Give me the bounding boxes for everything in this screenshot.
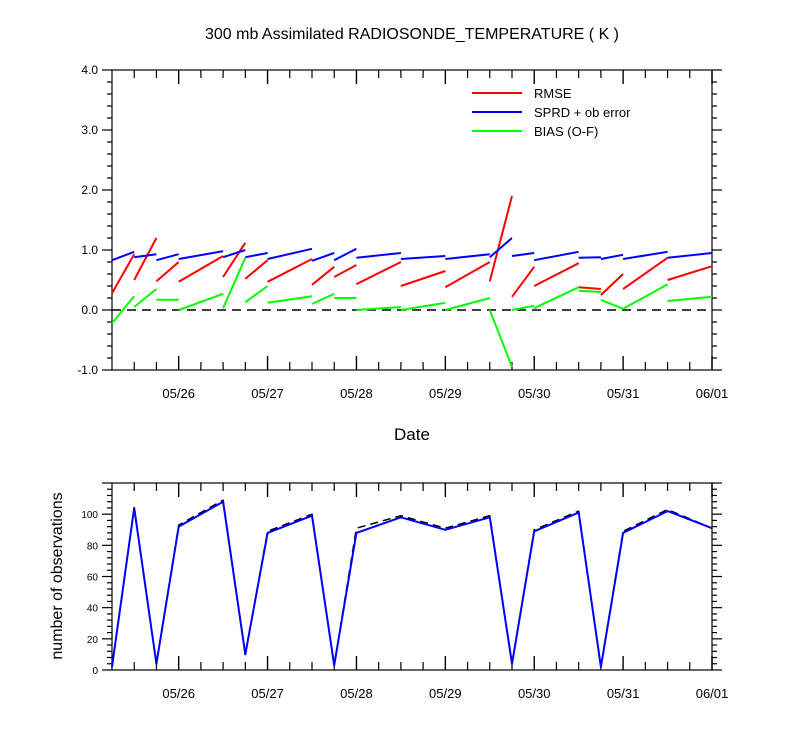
x-tick-label: 05/30 — [518, 686, 551, 701]
bottom-series-group — [111, 499, 713, 668]
series-line-assimilated — [111, 500, 713, 668]
x-tick-label: 05/30 — [518, 386, 551, 401]
y-tick-label: 100 — [81, 510, 98, 521]
series-line-possible — [111, 499, 713, 668]
x-tick-label: 05/31 — [607, 386, 640, 401]
series-line-bias-o-f — [111, 257, 713, 368]
x-axis-label: Date — [394, 425, 430, 444]
y-tick-label: 20 — [87, 635, 99, 646]
x-tick-label: 05/29 — [429, 386, 462, 401]
top-y-axis: -1.0 0.0 1.0 2.0 3.0 4.0 — [77, 63, 722, 377]
y-axis-label-observations: number of observations — [49, 492, 66, 659]
y-tick-label: 40 — [87, 604, 99, 615]
legend-label: RMSE — [534, 86, 572, 101]
legend: RMSE SPRD + ob error BIAS (O-F) — [472, 86, 631, 139]
x-tick-label: 05/31 — [607, 686, 640, 701]
y-tick-label: -1.0 — [77, 363, 98, 377]
x-tick-label: 05/26 — [162, 686, 195, 701]
series-line-sprd-ob-error — [111, 237, 713, 262]
x-tick-label: 06/01 — [696, 686, 729, 701]
legend-label: BIAS (O-F) — [534, 124, 598, 139]
top-minor-ticks — [133, 70, 691, 370]
x-tick-label: 05/27 — [251, 686, 284, 701]
x-tick-label: 05/26 — [162, 386, 195, 401]
y-tick-label: 60 — [87, 573, 99, 584]
y-tick-label: 0 — [92, 666, 98, 677]
legend-label: SPRD + ob error — [534, 105, 631, 120]
top-panel: -1.0 0.0 1.0 2.0 3.0 4.0 05/26 05/27 05/28 05/29… — [77, 63, 728, 401]
y-tick-label: 4.0 — [81, 63, 98, 77]
x-tick-label: 05/28 — [340, 386, 373, 401]
bottom-x-axis: 05/26 05/27 05/28 05/29 05/30 05/31 06/01 — [162, 483, 728, 701]
y-tick-label: 0.0 — [81, 303, 98, 317]
x-tick-label: 05/27 — [251, 386, 284, 401]
bottom-y-axis: 0 20 40 60 80 100 — [81, 482, 722, 677]
bottom-plot-frame — [111, 482, 713, 671]
x-tick-label: 05/29 — [429, 686, 462, 701]
x-tick-label: 06/01 — [696, 386, 729, 401]
top-series-group — [111, 195, 713, 368]
chart-title: 300 mb Assimilated RADIOSONDE_TEMPERATUR… — [205, 26, 619, 43]
top-plot-frame — [111, 69, 713, 371]
y-tick-label: 3.0 — [81, 123, 98, 137]
series-line-rmse — [111, 195, 713, 298]
x-tick-label: 05/28 — [340, 686, 373, 701]
bottom-minor-ticks — [133, 483, 691, 670]
y-tick-label: 80 — [87, 541, 99, 552]
y-tick-label: 2.0 — [81, 183, 98, 197]
y-tick-label: 1.0 — [81, 243, 98, 257]
top-x-axis: 05/26 05/27 05/28 05/29 05/30 05/31 06/01 — [162, 70, 728, 401]
